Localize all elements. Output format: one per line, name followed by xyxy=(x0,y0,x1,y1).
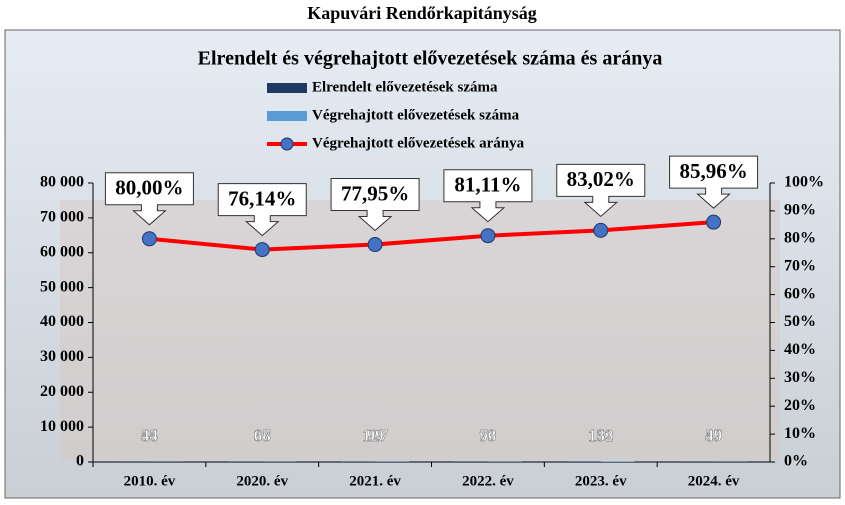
y-tick-label: 10 000 xyxy=(40,418,84,435)
x-tick-label: 2010. év xyxy=(124,473,176,489)
legend-swatch xyxy=(267,83,307,93)
y-tick-label: 40 000 xyxy=(40,313,84,330)
line-marker xyxy=(255,243,269,257)
line-marker xyxy=(707,215,721,229)
legend-swatch xyxy=(267,111,307,121)
legend-label: Végrehajtott elővezetések száma xyxy=(312,107,520,123)
legend-label: Elrendelt elővezetések száma xyxy=(312,79,498,95)
x-tick-label: 2020. év xyxy=(236,473,288,489)
x-tick-label: 2021. év xyxy=(349,473,401,489)
line-value-label: 81,11% xyxy=(454,173,521,197)
legend-label: Végrehajtott elővezetések aránya xyxy=(312,135,525,151)
y-tick-label: 70 000 xyxy=(40,209,84,226)
x-tick-label: 2022. év xyxy=(462,473,514,489)
y2-tick-label: 20% xyxy=(784,397,816,414)
y-tick-label: 80 000 xyxy=(40,174,84,191)
y2-tick-label: 50% xyxy=(784,313,816,330)
y2-tick-label: 60% xyxy=(784,285,816,302)
y2-tick-label: 10% xyxy=(784,425,816,442)
line-value-label: 77,95% xyxy=(341,181,409,205)
line-marker xyxy=(481,229,495,243)
line-marker xyxy=(594,223,608,237)
y-tick-label: 30 000 xyxy=(40,348,84,365)
bar-value-label: 73 xyxy=(479,426,496,445)
y2-tick-label: 70% xyxy=(784,257,816,274)
line-value-label: 85,96% xyxy=(679,159,747,183)
y2-tick-label: 90% xyxy=(784,202,816,219)
y2-tick-label: 100% xyxy=(784,174,824,191)
bar-value-label: 132 xyxy=(588,426,614,445)
line-marker xyxy=(368,238,382,252)
page-title: Kapuvári Rendőrkapitányság xyxy=(307,3,537,23)
y2-tick-label: 40% xyxy=(784,341,816,358)
line-marker xyxy=(142,232,156,246)
x-tick-label: 2023. év xyxy=(575,473,627,489)
y2-tick-label: 80% xyxy=(784,229,816,246)
bar xyxy=(567,461,601,462)
y-tick-label: 0 xyxy=(76,453,84,470)
line-value-label: 76,14% xyxy=(228,186,296,210)
bar-value-label: 99 xyxy=(367,426,384,445)
x-tick-label: 2024. év xyxy=(688,473,740,489)
bar-value-label: 67 xyxy=(254,426,272,445)
bar-value-label: 44 xyxy=(141,426,159,445)
y-tick-label: 60 000 xyxy=(40,243,84,260)
y2-tick-label: 0% xyxy=(784,453,808,470)
chart-title: Elrendelt és végrehajtott elővezetések s… xyxy=(198,48,663,70)
y-tick-label: 50 000 xyxy=(40,278,84,295)
y2-tick-label: 30% xyxy=(784,369,816,386)
line-value-label: 83,02% xyxy=(567,167,635,191)
bar-value-label: 49 xyxy=(705,426,722,445)
line-value-label: 80,00% xyxy=(115,176,183,200)
y-tick-label: 20 000 xyxy=(40,383,84,400)
legend-marker xyxy=(281,138,293,150)
